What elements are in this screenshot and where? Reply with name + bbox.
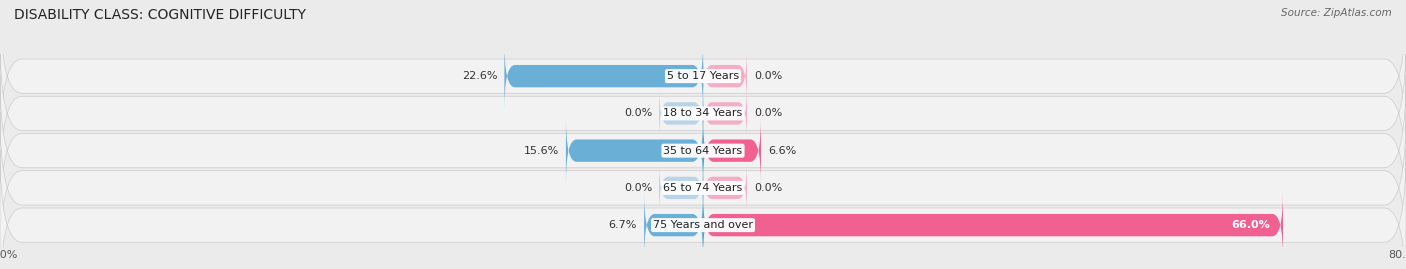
Text: DISABILITY CLASS: COGNITIVE DIFFICULTY: DISABILITY CLASS: COGNITIVE DIFFICULTY bbox=[14, 8, 307, 22]
FancyBboxPatch shape bbox=[659, 87, 703, 139]
FancyBboxPatch shape bbox=[703, 50, 747, 102]
FancyBboxPatch shape bbox=[0, 149, 1406, 269]
Text: 0.0%: 0.0% bbox=[754, 183, 782, 193]
Text: Source: ZipAtlas.com: Source: ZipAtlas.com bbox=[1281, 8, 1392, 18]
Text: 75 Years and over: 75 Years and over bbox=[652, 220, 754, 230]
FancyBboxPatch shape bbox=[565, 117, 703, 184]
Text: 35 to 64 Years: 35 to 64 Years bbox=[664, 146, 742, 156]
Text: 15.6%: 15.6% bbox=[523, 146, 560, 156]
Text: 18 to 34 Years: 18 to 34 Years bbox=[664, 108, 742, 118]
Text: 0.0%: 0.0% bbox=[754, 71, 782, 81]
Text: 0.0%: 0.0% bbox=[754, 108, 782, 118]
Text: 5 to 17 Years: 5 to 17 Years bbox=[666, 71, 740, 81]
FancyBboxPatch shape bbox=[703, 87, 747, 139]
Text: 6.7%: 6.7% bbox=[609, 220, 637, 230]
Text: 6.6%: 6.6% bbox=[768, 146, 796, 156]
FancyBboxPatch shape bbox=[703, 117, 761, 184]
FancyBboxPatch shape bbox=[659, 162, 703, 214]
Text: 66.0%: 66.0% bbox=[1232, 220, 1270, 230]
Text: 22.6%: 22.6% bbox=[463, 71, 498, 81]
Text: 0.0%: 0.0% bbox=[624, 183, 652, 193]
FancyBboxPatch shape bbox=[0, 75, 1406, 226]
FancyBboxPatch shape bbox=[703, 192, 1282, 259]
FancyBboxPatch shape bbox=[0, 112, 1406, 264]
FancyBboxPatch shape bbox=[703, 162, 747, 214]
Text: 0.0%: 0.0% bbox=[624, 108, 652, 118]
FancyBboxPatch shape bbox=[505, 43, 703, 110]
Text: 65 to 74 Years: 65 to 74 Years bbox=[664, 183, 742, 193]
FancyBboxPatch shape bbox=[644, 192, 703, 259]
FancyBboxPatch shape bbox=[0, 37, 1406, 189]
FancyBboxPatch shape bbox=[0, 0, 1406, 152]
